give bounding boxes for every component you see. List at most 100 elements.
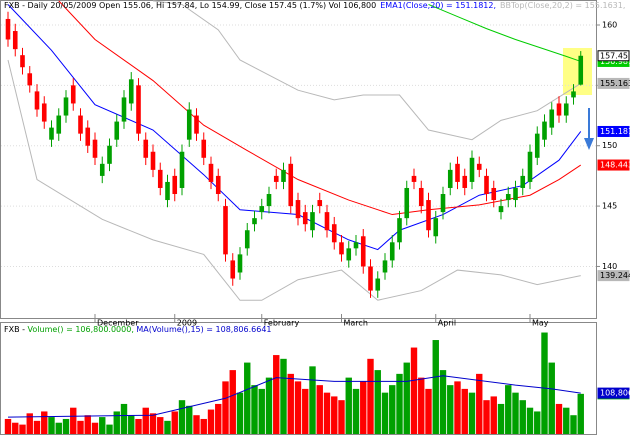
volume-bar <box>178 400 186 434</box>
volume-bar <box>48 417 55 434</box>
candle-body <box>49 127 54 140</box>
volume-bar <box>555 403 563 434</box>
volume-bar <box>41 411 48 434</box>
volume-bar <box>186 405 193 434</box>
volume-bar <box>265 377 273 434</box>
candle-body <box>505 194 511 201</box>
candle-body <box>549 109 555 128</box>
candle-body <box>404 187 410 219</box>
volume-bar <box>84 415 91 434</box>
volume-bar <box>287 373 294 434</box>
volume-bar <box>164 420 171 434</box>
volume-bar <box>171 411 178 434</box>
candle-body <box>143 139 149 158</box>
indicator-line <box>152 0 582 141</box>
volume-bar <box>577 393 584 434</box>
last-value-label-box <box>597 125 630 137</box>
volume-bar <box>410 347 418 434</box>
volume-bar <box>454 381 461 434</box>
candle-body <box>433 218 439 237</box>
candle-body <box>389 242 395 261</box>
header-title: FXB - <box>4 325 25 334</box>
last-value-label: 151.181 <box>600 127 630 136</box>
volume-bar <box>244 362 251 434</box>
volume-bar <box>258 388 265 434</box>
volume-bar <box>149 413 157 434</box>
candle-body <box>476 163 482 170</box>
candle-body <box>34 91 40 110</box>
candle-body <box>107 145 112 164</box>
candle-body <box>70 85 76 104</box>
candle-body <box>578 55 584 85</box>
volume-bar <box>468 392 476 434</box>
volume-bar <box>403 362 410 434</box>
candle-body <box>462 175 468 188</box>
volume-bar <box>519 400 526 434</box>
close-label: 157.45 <box>600 51 628 60</box>
candle-body <box>527 151 533 182</box>
candle-body <box>563 103 569 116</box>
candle-body <box>447 169 453 188</box>
volume-bar <box>418 377 425 434</box>
candle-body <box>491 187 497 201</box>
x-tick-label: December <box>97 319 139 328</box>
candle-body <box>382 260 388 273</box>
volume-bar <box>157 417 164 434</box>
volume-bar <box>570 415 577 434</box>
x-tick-label: 2009 <box>177 319 197 328</box>
candle-body <box>469 157 475 182</box>
candle-body <box>5 18 11 40</box>
candle-body <box>346 248 352 261</box>
volume-bar <box>323 392 331 434</box>
volume-bar <box>236 392 244 434</box>
volume-bar <box>33 420 41 434</box>
volume-bar <box>563 407 570 434</box>
volume-bar <box>128 415 135 434</box>
candle-body <box>360 236 366 267</box>
header-title: FXB - Daily 20/05/2009 Open 155.06, Hi 1… <box>4 1 376 10</box>
y-tick-label: 160 <box>602 20 617 29</box>
candle-body <box>244 230 250 249</box>
price-panel <box>0 0 597 319</box>
candle-body <box>172 175 178 195</box>
candle-body <box>339 242 344 255</box>
volume-header: FXB - Volume() = 106,800.0000, MA(Volume… <box>4 325 272 334</box>
candle-body <box>513 187 518 201</box>
candle-body <box>208 163 214 182</box>
last-ma-label: 108,806 <box>600 389 630 398</box>
volume-bar <box>331 396 338 434</box>
volume-bar <box>352 388 360 434</box>
last-value-label: 156.981 <box>600 57 630 66</box>
candle-body <box>455 163 460 182</box>
volume-bar <box>142 407 149 434</box>
volume-bar <box>461 388 468 434</box>
volume-bar <box>62 418 70 434</box>
volume-bar <box>19 424 26 434</box>
volume-bar <box>439 370 447 434</box>
candle-body <box>266 194 272 207</box>
candle-body <box>556 103 562 116</box>
volume-bar <box>338 400 345 434</box>
candle-body <box>215 175 221 195</box>
candle-body <box>237 254 243 273</box>
volume-bar <box>526 407 534 434</box>
volume-bar <box>309 366 316 434</box>
volume-bar <box>534 411 541 434</box>
indicator-line <box>7 375 581 418</box>
indicator-line <box>58 0 582 216</box>
x-tick-label: March <box>344 319 368 328</box>
candle-body <box>368 266 373 291</box>
volume-bar <box>207 409 215 434</box>
last-value-label-box <box>597 77 630 89</box>
volume-bar <box>497 403 505 434</box>
volume-bar <box>229 370 236 434</box>
indicator-line <box>428 4 581 62</box>
candle-body <box>331 224 337 243</box>
price-header: FXB - Daily 20/05/2009 Open 155.06, Hi 1… <box>4 1 630 10</box>
volume-bar <box>12 422 19 434</box>
candle-body <box>165 181 170 201</box>
candle-body <box>426 200 431 231</box>
header-legend: MA(Volume(),15) = 108,806.6641 <box>136 325 271 334</box>
candle-body <box>418 187 424 207</box>
